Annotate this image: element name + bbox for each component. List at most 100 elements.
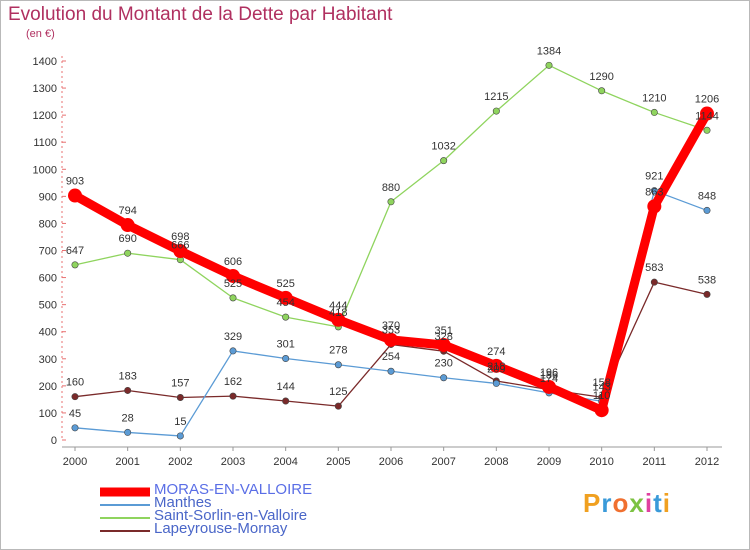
data-point [282, 397, 290, 405]
data-label: 328 [434, 331, 452, 343]
data-label: 28 [122, 412, 134, 424]
data-label: 666 [171, 240, 189, 252]
data-label: 209 [487, 363, 505, 375]
data-label: 186 [540, 370, 558, 382]
data-point [331, 312, 346, 327]
y-tick-label: 500 [39, 300, 57, 312]
data-label: 583 [645, 262, 663, 274]
legend-swatch [100, 487, 150, 496]
legend-swatch [100, 516, 150, 519]
data-label: 903 [66, 176, 84, 188]
x-tick-label: 2005 [326, 456, 350, 468]
data-point [647, 199, 662, 214]
data-point [124, 386, 132, 394]
y-tick-label: 600 [39, 273, 57, 285]
data-label: 1215 [484, 91, 508, 103]
data-label: 525 [224, 278, 242, 290]
data-point [71, 424, 79, 432]
data-point [492, 379, 500, 387]
x-tick-label: 2002 [168, 456, 192, 468]
data-label: 880 [382, 182, 400, 194]
data-point [440, 157, 448, 165]
data-label: 370 [382, 320, 400, 332]
x-tick-label: 2004 [273, 456, 297, 468]
legend-swatch [100, 529, 150, 532]
data-label: 160 [66, 377, 84, 389]
data-point [278, 290, 293, 305]
data-point [703, 290, 711, 298]
data-label: 1206 [695, 94, 719, 106]
data-label: 1210 [642, 92, 666, 104]
data-label: 301 [276, 339, 294, 351]
data-point [700, 106, 714, 121]
data-label: 174 [540, 373, 558, 385]
data-point [387, 198, 395, 206]
data-label: 329 [224, 331, 242, 343]
legend-label: Manthes [154, 494, 212, 511]
x-tick-label: 2010 [589, 456, 613, 468]
series-line-moras-en-valloire [70, 109, 712, 415]
legend-label: MORAS-EN-VALLOIRE [154, 481, 313, 498]
data-label: 162 [224, 376, 242, 388]
data-label: 863 [645, 186, 663, 198]
data-label: 110 [593, 390, 611, 402]
data-label: 794 [118, 205, 136, 217]
y-tick-label: 1200 [33, 110, 57, 122]
data-label: 351 [434, 325, 452, 337]
data-point [545, 61, 553, 69]
data-label: 1144 [695, 110, 719, 122]
x-tick-label: 2001 [115, 456, 139, 468]
data-label: 15 [174, 416, 186, 428]
x-tick-label: 2011 [643, 456, 667, 468]
logo-letter: r [601, 488, 613, 518]
data-point [176, 432, 184, 440]
data-point [124, 249, 132, 257]
data-point [703, 206, 711, 214]
data-label: 418 [329, 307, 347, 319]
data-point [68, 188, 82, 203]
y-tick-label: 800 [39, 218, 57, 230]
data-point [282, 355, 290, 363]
logo-letter: i [644, 488, 654, 518]
y-tick-label: 1300 [33, 83, 57, 95]
x-tick-label: 2009 [537, 456, 561, 468]
data-label: 144 [276, 381, 294, 393]
x-tick-label: 2003 [221, 456, 245, 468]
y-tick-label: 300 [39, 354, 57, 366]
y-tick-label: 100 [39, 408, 57, 420]
logo-letter: t [653, 488, 663, 518]
y-tick-label: 400 [39, 327, 57, 339]
y-tick-label: 700 [39, 246, 57, 258]
legend-swatch [100, 503, 150, 506]
data-point [650, 187, 658, 195]
x-tick-label: 2008 [484, 456, 508, 468]
data-point [489, 358, 504, 373]
data-label: 1290 [589, 71, 613, 83]
x-tick-label: 2006 [379, 456, 403, 468]
data-point [650, 108, 658, 116]
data-label: 444 [329, 300, 347, 312]
data-point [120, 218, 135, 233]
data-label: 1384 [537, 45, 561, 57]
data-label: 698 [171, 231, 189, 243]
y-tick-label: 1400 [33, 56, 57, 68]
data-point [334, 361, 342, 369]
data-point [598, 87, 606, 95]
data-point [282, 313, 290, 321]
data-label: 125 [329, 386, 347, 398]
data-point [71, 393, 79, 401]
data-label: 230 [434, 358, 452, 370]
data-point [71, 261, 79, 269]
data-label: 921 [645, 171, 663, 183]
data-label: 158 [592, 377, 610, 389]
series-line-manthes [74, 190, 708, 437]
data-label: 143 [592, 381, 610, 393]
data-point [440, 374, 448, 382]
data-point [176, 393, 184, 401]
data-label: 690 [118, 233, 136, 245]
data-label: 196 [540, 367, 558, 379]
y-tick-label: 200 [39, 381, 57, 393]
series-line-saint-sorlin-en-valloire [74, 64, 708, 328]
